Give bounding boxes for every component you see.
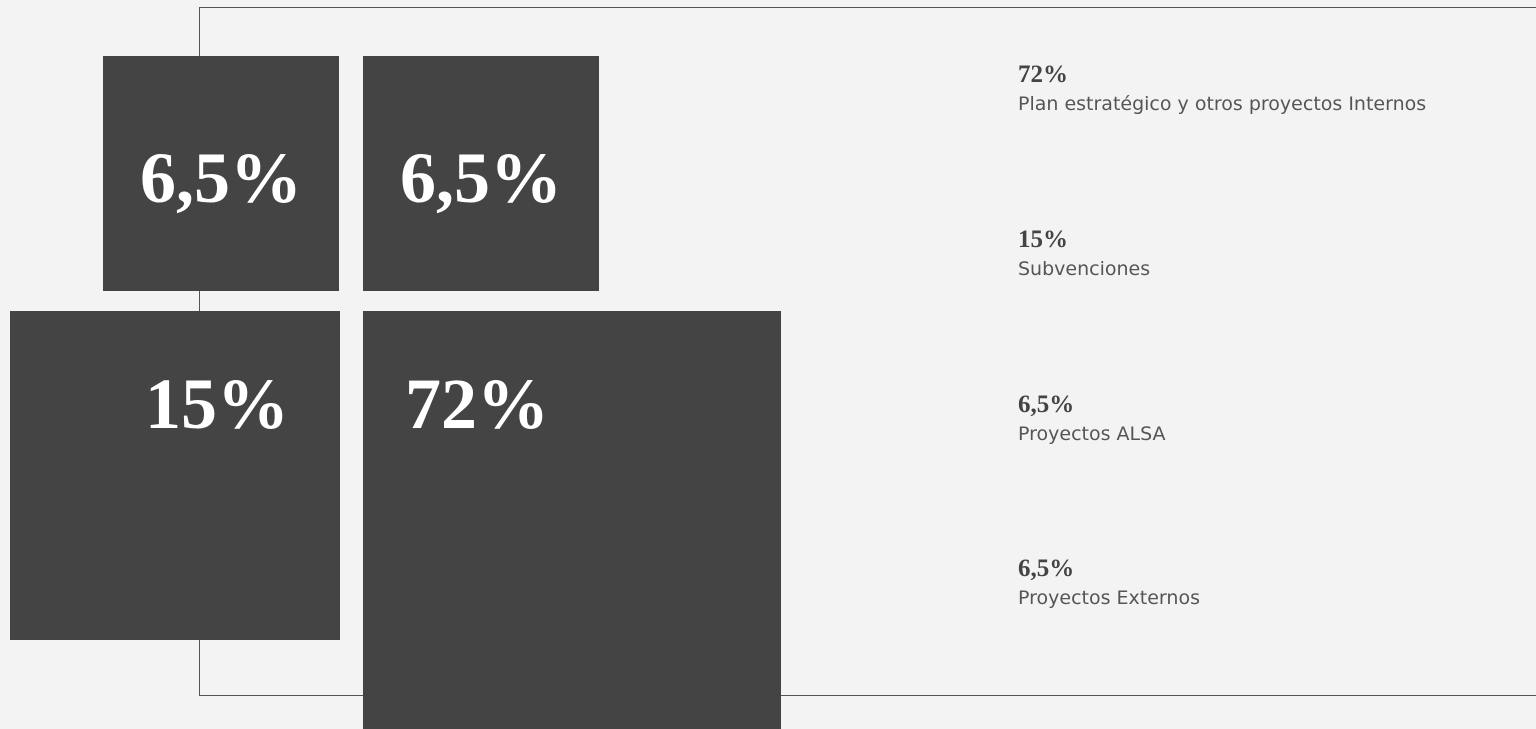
legend-value: 15%	[1018, 226, 1068, 253]
legend-label: Subvenciones	[1018, 258, 1151, 280]
box: 6,5%	[363, 56, 599, 291]
legend-label: Proyectos Externos	[1018, 587, 1200, 609]
box: 15%	[10, 311, 340, 640]
box: 6,5%	[103, 56, 339, 291]
legend-value: 72%	[1018, 61, 1068, 88]
box-label: 72%	[405, 364, 549, 444]
legend-item: 6,5% Proyectos Externos	[1018, 554, 1200, 612]
box-label: 6,5%	[400, 138, 562, 218]
box-label: 6,5%	[140, 138, 302, 218]
legend-item: 15% Subvenciones	[1018, 225, 1150, 283]
legend-label: Proyectos ALSA	[1018, 423, 1166, 445]
box: 72%	[363, 311, 781, 729]
legend-label: Plan estratégico y otros proyectos Inter…	[1018, 93, 1427, 115]
legend-value: 6,5%	[1018, 391, 1075, 418]
legend-item: 72% Plan estratégico y otros proyectos I…	[1018, 60, 1426, 118]
box-label: 15%	[145, 364, 289, 444]
legend-item: 6,5% Proyectos ALSA	[1018, 390, 1166, 448]
legend-value: 6,5%	[1018, 555, 1075, 582]
